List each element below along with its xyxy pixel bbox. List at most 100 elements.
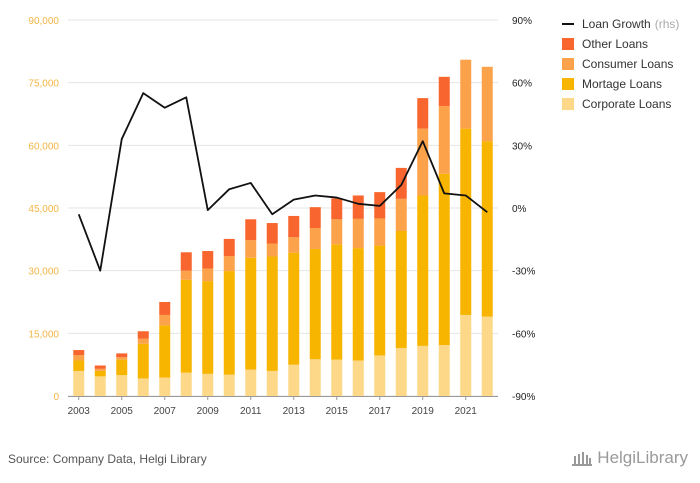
bar-segment [180, 279, 192, 373]
y-tick-label: 90,000 [28, 16, 59, 27]
bar-segment [395, 347, 407, 396]
bar-segment [116, 375, 128, 396]
legend-item-loan-growth[interactable]: Loan Growth (rhs) [562, 14, 679, 34]
bar-segment [180, 270, 192, 280]
bar-segment [266, 223, 278, 244]
bar-segment [288, 364, 300, 396]
y2-tick-label: 60% [512, 79, 532, 90]
bar-segment [223, 271, 235, 375]
bar-segment [245, 369, 257, 396]
bar-segment [374, 245, 386, 356]
bar-segment [309, 248, 321, 360]
source-note: Source: Company Data, Helgi Library [8, 452, 207, 466]
legend-swatch [562, 58, 574, 70]
bar-segment [159, 302, 171, 315]
bar-segment [460, 314, 472, 396]
legend: Loan Growth (rhs) Other Loans Consumer L… [562, 14, 679, 114]
bar-segment [266, 243, 278, 257]
legend-label: Loan Growth [582, 17, 651, 31]
bar-segment [352, 195, 364, 219]
bar-segment [331, 198, 343, 220]
x-tick-label: 2005 [111, 406, 134, 417]
legend-note: (rhs) [654, 17, 680, 31]
bar-segment [137, 338, 149, 344]
y2-tick-label: -90% [512, 392, 535, 403]
bar-segment [73, 350, 85, 356]
bar-segment [417, 128, 429, 196]
bar-segment [116, 359, 128, 376]
bar-segment [116, 357, 128, 360]
bar-segment [137, 331, 149, 339]
x-tick-label: 2019 [412, 406, 435, 417]
x-tick-label: 2015 [326, 406, 349, 417]
x-tick-label: 2013 [283, 406, 306, 417]
loan-growth-line [77, 92, 488, 272]
bar-segment [481, 66, 493, 142]
legend-item-consumer-loans[interactable]: Consumer Loans [562, 54, 679, 74]
y-tick-label: 0 [53, 392, 59, 403]
bar-segment [94, 368, 106, 371]
legend-swatch [562, 78, 574, 90]
bar-segment [266, 370, 278, 396]
legend-label: Consumer Loans [582, 57, 674, 71]
x-tick-label: 2011 [240, 406, 262, 417]
bar-segment [180, 372, 192, 396]
legend-item-other-loans[interactable]: Other Loans [562, 34, 679, 54]
y2-tick-label: 90% [512, 16, 532, 27]
legend-label: Corporate Loans [582, 97, 672, 111]
bar-segment [159, 377, 171, 396]
bar-segment [309, 359, 321, 396]
bar-segment [73, 370, 85, 396]
y2-tick-label: 0% [512, 204, 527, 215]
legend-swatch [562, 38, 574, 50]
bar-segment [94, 370, 106, 377]
bar-segment [438, 345, 450, 396]
bar-segment [245, 240, 257, 258]
x-tick-label: 2007 [154, 406, 177, 417]
brand-name: HelgiLibrary [597, 448, 688, 467]
y-tick-label: 60,000 [28, 141, 59, 152]
bar-segment [159, 314, 171, 326]
bar-segment [417, 98, 429, 129]
bar-segment [481, 141, 493, 317]
bar-segment [223, 374, 235, 396]
bar-segment [331, 219, 343, 245]
bar-segment [266, 256, 278, 371]
y2-tick-label: 30% [512, 141, 532, 152]
y-tick-label: 75,000 [28, 79, 59, 90]
bar-segment [137, 378, 149, 396]
library-building-icon [572, 452, 593, 466]
bar-segment [460, 59, 472, 129]
bar-segment [352, 218, 364, 249]
bar-segment [116, 353, 128, 358]
bar-segment [352, 360, 364, 396]
bar-segment [73, 360, 85, 371]
bar-segment [94, 365, 106, 369]
y2-tick-label: -60% [512, 329, 535, 340]
x-tick-label: 2017 [369, 406, 392, 417]
bar-segment [202, 373, 214, 396]
brand-logo[interactable]: HelgiLibrary [571, 448, 688, 468]
bar-segment [417, 195, 429, 346]
bar-segment [395, 198, 407, 231]
legend-swatch [562, 98, 574, 110]
y-tick-label: 15,000 [28, 329, 59, 340]
legend-item-corporate-loans[interactable]: Corporate Loans [562, 94, 679, 114]
legend-label: Other Loans [582, 37, 649, 51]
bar-segment [438, 173, 450, 346]
bar-segment [223, 238, 235, 257]
bar-segment [374, 218, 386, 246]
legend-item-mortage-loans[interactable]: Mortage Loans [562, 74, 679, 94]
x-tick-label: 2003 [68, 406, 91, 417]
bar-segment [395, 230, 407, 348]
bar-segment [137, 343, 149, 379]
bar-segment [331, 359, 343, 396]
bar-segment [180, 252, 192, 271]
bar-segment [288, 215, 300, 238]
bar-segment [288, 252, 300, 365]
bar-segment [245, 257, 257, 370]
y-tick-label: 30,000 [28, 267, 59, 278]
bar-segment [202, 268, 214, 282]
bar-segment [331, 244, 343, 360]
